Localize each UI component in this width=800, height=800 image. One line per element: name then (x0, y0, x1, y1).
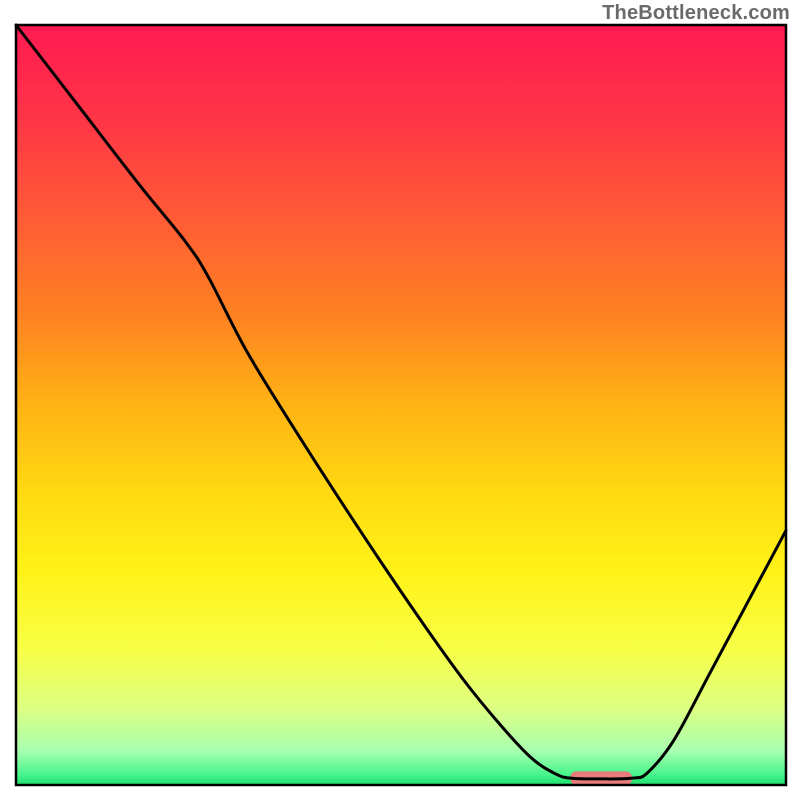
bottleneck-curve-chart (0, 0, 800, 800)
watermark-text: TheBottleneck.com (602, 2, 790, 25)
gradient-background (16, 25, 786, 785)
chart-wrap: TheBottleneck.com (0, 0, 800, 800)
